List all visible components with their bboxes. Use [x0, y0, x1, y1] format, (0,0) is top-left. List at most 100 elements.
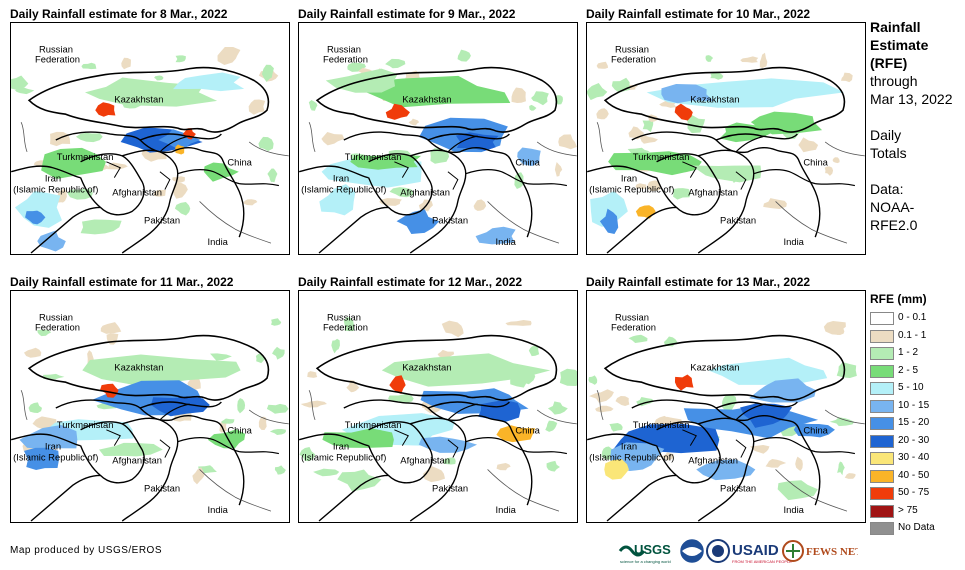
rainfall-map: Russian Federation Kazakhstan Turkmenistan C… — [10, 290, 290, 523]
rainfall-map: Russian Federation Kazakhstan Turkmenistan C… — [586, 22, 866, 255]
legend-swatch — [870, 522, 894, 535]
legend-swatch — [870, 469, 894, 483]
place-label-iran2: (Islamic Republic of) — [13, 452, 98, 463]
legend-label: > 75 — [898, 504, 918, 516]
place-label-russia1: Russian — [327, 312, 361, 323]
place-label-kazakhstan: Kazakhstan — [402, 93, 451, 104]
legend-swatch — [870, 312, 894, 325]
legend-label: 30 - 40 — [898, 452, 930, 463]
place-label-russia2: Federation — [323, 54, 368, 65]
place-label-iran2: (Islamic Republic of) — [301, 452, 386, 463]
legend-item: > 75 — [870, 503, 965, 520]
place-label-kazakhstan: Kazakhstan — [114, 361, 163, 372]
map-panel: Daily Rainfall estimate for 10 Mar., 202… — [586, 7, 866, 255]
usgs-logo-text: USGS — [634, 542, 671, 557]
panel-title: Daily Rainfall estimate for 10 Mar., 202… — [586, 7, 811, 21]
side-data-line3: RFE2.0 — [870, 217, 918, 233]
place-label-india: India — [496, 236, 517, 247]
place-label-china: China — [803, 425, 828, 436]
legend-label: 10 - 15 — [898, 399, 930, 411]
place-label-kazakhstan: Kazakhstan — [114, 93, 163, 104]
place-label-kazakhstan: Kazakhstan — [402, 361, 451, 372]
credit-text: Map produced by USGS/EROS — [10, 545, 163, 556]
side-through: through — [870, 73, 918, 89]
place-label-india: India — [496, 504, 517, 515]
side-info: Rainfall Estimate (RFE) through Mar 13, … — [870, 18, 965, 234]
legend-label: 2 - 5 — [898, 364, 919, 376]
place-label-russia2: Federation — [35, 54, 80, 65]
legend-label: No Data — [898, 522, 935, 533]
place-label-turkmenistan: Turkmenistan — [633, 419, 690, 430]
legend-label: 15 - 20 — [898, 417, 930, 428]
place-label-iran1: Iran — [333, 173, 349, 184]
country-borders — [587, 66, 865, 254]
place-label-russia1: Russian — [615, 44, 649, 55]
legend-label: 40 - 50 — [898, 469, 930, 481]
place-label-iran1: Iran — [621, 441, 637, 452]
place-label-china: China — [227, 157, 252, 168]
side-title-line1: Rainfall — [870, 19, 921, 35]
usgs-logo: USGS science for a changing world — [618, 542, 671, 564]
place-label-pakistan: Pakistan — [720, 482, 756, 493]
place-label-india: India — [208, 504, 229, 515]
country-borders — [11, 334, 289, 522]
legend-swatch — [870, 364, 894, 378]
place-label-pakistan: Pakistan — [432, 482, 468, 493]
place-label-afghanistan: Afghanistan — [112, 455, 162, 466]
country-borders — [299, 66, 577, 254]
side-date: Mar 13, 2022 — [870, 91, 953, 107]
rainfall-map: Russian Federation Kazakhstan Turkmenistan C… — [298, 22, 578, 255]
usaid-logo-text: USAID — [732, 542, 779, 559]
map-panel: Daily Rainfall estimate for 12 Mar., 202… — [298, 275, 578, 523]
usaid-seal — [706, 539, 730, 563]
rainfall-map: Russian Federation Kazakhstan Turkmenistan C… — [298, 290, 578, 523]
place-label-russia2: Federation — [35, 322, 80, 333]
legend-item: 30 - 40 — [870, 450, 965, 467]
rainfall-fill — [299, 316, 577, 492]
rainfall-fill — [588, 320, 857, 501]
legend-item: 40 - 50 — [870, 468, 965, 485]
legend-item: No Data — [870, 520, 965, 537]
legend-swatch — [870, 487, 894, 500]
panel-title: Daily Rainfall estimate for 9 Mar., 2022 — [298, 7, 516, 21]
legend-item: 0.1 - 1 — [870, 328, 965, 345]
usaid-logo: USAID FROM THE AMERICAN PEOPLE — [732, 542, 792, 564]
place-label-pakistan: Pakistan — [432, 214, 468, 225]
fewsnet-logo-text: FEWS NET — [806, 546, 858, 558]
place-label-iran1: Iran — [333, 441, 349, 452]
legend-label: 0.1 - 1 — [898, 329, 927, 341]
place-label-kazakhstan: Kazakhstan — [690, 361, 739, 372]
legend-swatch — [870, 399, 894, 413]
place-label-russia1: Russian — [615, 312, 649, 323]
place-label-iran2: (Islamic Republic of) — [589, 184, 674, 195]
legend-swatch — [870, 452, 894, 465]
legend-label: 5 - 10 — [898, 382, 924, 393]
place-label-pakistan: Pakistan — [144, 482, 180, 493]
place-label-india: India — [784, 504, 805, 515]
place-label-china: China — [515, 425, 540, 436]
place-label-china: China — [515, 157, 540, 168]
legend-item: 0 - 0.1 — [870, 310, 965, 327]
place-label-iran1: Iran — [45, 173, 61, 184]
place-label-turkmenistan: Turkmenistan — [345, 419, 402, 430]
place-label-iran2: (Islamic Republic of) — [13, 184, 98, 195]
legend-item: 2 - 5 — [870, 363, 965, 380]
place-label-turkmenistan: Turkmenistan — [57, 151, 114, 162]
agency-logos: USGS science for a changing world USAID … — [618, 539, 858, 564]
legend-item: 20 - 30 — [870, 433, 965, 450]
legend-item: 5 - 10 — [870, 380, 965, 397]
legend-title: RFE (mm) — [870, 292, 927, 306]
rainfall-fill — [11, 46, 279, 252]
side-data-line1: Data: — [870, 181, 904, 197]
legend-item: 10 - 15 — [870, 398, 965, 415]
noaa-logo — [680, 539, 704, 563]
place-label-pakistan: Pakistan — [720, 214, 756, 225]
side-totals-line1: Daily — [870, 127, 902, 143]
place-label-india: India — [784, 236, 805, 247]
place-label-russia1: Russian — [327, 44, 361, 55]
